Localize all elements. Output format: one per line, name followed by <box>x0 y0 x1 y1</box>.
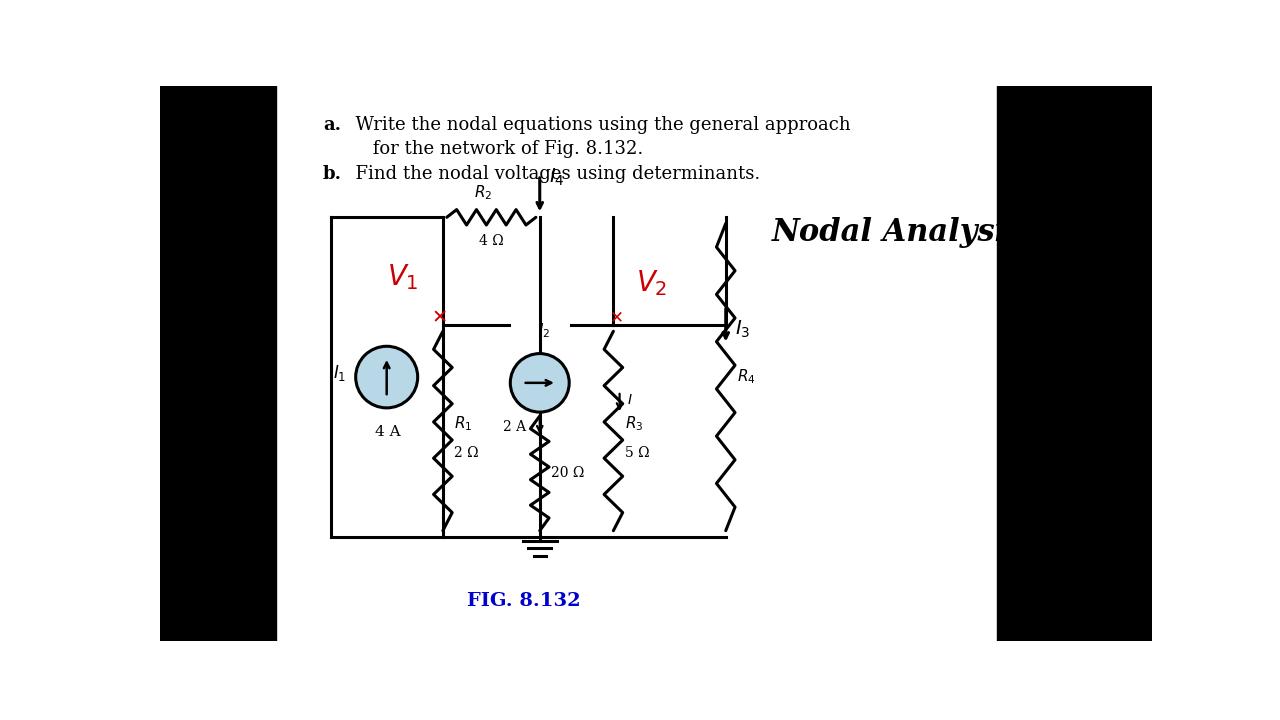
Text: $V_2$: $V_2$ <box>636 268 668 297</box>
Text: $I$: $I$ <box>627 393 634 408</box>
Bar <box>997 86 1152 641</box>
Text: 2 A: 2 A <box>503 420 526 434</box>
Text: Find the nodal voltages using determinants.: Find the nodal voltages using determinan… <box>344 165 760 183</box>
Text: for the network of Fig. 8.132.: for the network of Fig. 8.132. <box>344 140 644 158</box>
Text: a.: a. <box>323 116 340 134</box>
Text: $R_3$: $R_3$ <box>625 414 644 433</box>
Text: ✕: ✕ <box>609 308 623 326</box>
Text: 20 Ω: 20 Ω <box>552 467 585 480</box>
Text: $I_4$: $I_4$ <box>549 166 564 188</box>
Text: $I_3$: $I_3$ <box>735 318 750 340</box>
Bar <box>160 86 276 641</box>
Text: 5 Ω: 5 Ω <box>625 446 650 459</box>
Text: FIG. 8.132: FIG. 8.132 <box>467 592 581 610</box>
Text: 2 Ω: 2 Ω <box>454 446 479 459</box>
Text: b.: b. <box>323 165 342 183</box>
Text: $I_1$: $I_1$ <box>333 363 347 383</box>
Text: $V_1$: $V_1$ <box>387 263 419 292</box>
Text: 4 A: 4 A <box>375 425 401 438</box>
Text: $R_2$: $R_2$ <box>475 183 493 202</box>
Circle shape <box>511 354 570 412</box>
Text: Write the nodal equations using the general approach: Write the nodal equations using the gene… <box>344 116 851 134</box>
Text: $R_4$: $R_4$ <box>737 368 756 387</box>
Text: ✕: ✕ <box>431 308 448 327</box>
Circle shape <box>356 346 417 408</box>
Text: $I_2$: $I_2$ <box>538 321 549 340</box>
Text: Nodal Analysis: Nodal Analysis <box>772 217 1024 248</box>
Text: $R_1$: $R_1$ <box>454 414 472 433</box>
Text: 4 Ω: 4 Ω <box>479 234 504 248</box>
